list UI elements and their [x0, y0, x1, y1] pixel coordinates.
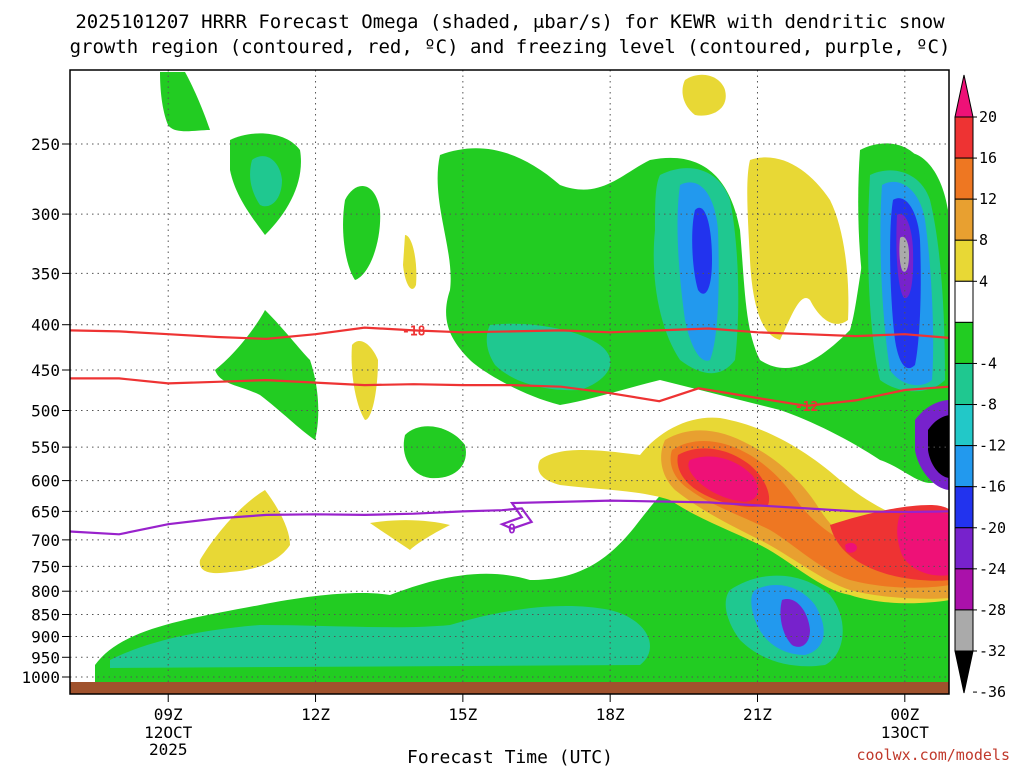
colorbar-top-triangle: [954, 74, 974, 118]
y-tick-label: 900: [31, 627, 60, 646]
chart-title-line-2: growth region (contoured, red, ºC) and f…: [70, 36, 951, 58]
x-tick-label: 21Z: [743, 705, 772, 724]
plot-frame: [69, 69, 950, 695]
y-axis: 250 300 350 400 450 500 550 600 650 700 750 800 850 9…: [21, 135, 70, 687]
colorbar-box: [954, 116, 974, 159]
y-tick-label: 550: [31, 438, 60, 457]
contour-label: -18: [402, 324, 426, 339]
y-tick-label: 400: [31, 316, 60, 335]
colorbar-box: [954, 321, 974, 364]
omega-region-green-550: [403, 426, 466, 479]
x-tick-label: 12Z: [301, 705, 330, 724]
colorbar-label: 8: [979, 231, 988, 249]
x-axis-label: Forecast Time (UTC): [407, 747, 613, 768]
colorbar-label: 20: [979, 108, 997, 126]
y-tick-label: 750: [31, 557, 60, 576]
x-tick-sublabel: 13OCT: [881, 723, 930, 742]
y-tick-label: 350: [31, 264, 60, 283]
colorbar-label: -8: [979, 396, 997, 414]
x-tick-label: 15Z: [448, 705, 477, 724]
colorbar-box: [954, 362, 974, 406]
colorbar-box: [954, 445, 974, 488]
omega-region-green-topleft: [160, 72, 210, 132]
omega-region-magenta-dot: [845, 542, 857, 553]
grid-lines: [70, 70, 949, 694]
y-tick-label: 600: [31, 472, 60, 491]
contour-line-0: [69, 499, 950, 536]
contour-label: -12: [795, 400, 818, 415]
colorbar-box: [954, 157, 974, 200]
omega-region-magenta-right: [897, 512, 949, 576]
colorbar-box: [954, 568, 974, 611]
chart-title-line-1: 2025101207 HRRR Forecast Omega (shaded, …: [75, 11, 945, 33]
omega-region-gray-right: [899, 236, 909, 272]
colorbar-box: [954, 239, 974, 282]
y-tick-label: 850: [31, 606, 60, 625]
y-tick-label: 800: [31, 582, 60, 601]
temperature-contours: -18 -12 0: [69, 324, 950, 538]
credit-link[interactable]: coolwx.com/models: [856, 746, 1010, 764]
omega-region-yellow-lowleft: [199, 490, 290, 574]
colorbar-label: -4: [979, 354, 997, 372]
omega-region-green-left: [215, 310, 319, 440]
colorbar-label: -16: [979, 478, 1006, 496]
omega-region-purple-low: [780, 599, 810, 647]
y-tick-label: 300: [31, 205, 60, 224]
colorbar-label: -28: [979, 601, 1006, 619]
y-tick-label: 450: [31, 361, 60, 380]
colorbar-label: -12: [979, 437, 1006, 455]
contour-line--12: [70, 377, 950, 408]
omega-region-yellow-450: [351, 340, 378, 420]
omega-region-teal-mid: [486, 323, 611, 391]
x-tick-label: 09Z: [154, 705, 183, 724]
omega-region-darkblue-upper: [692, 207, 712, 294]
omega-region-yellow-top: [682, 74, 726, 116]
colorbar-box: [954, 609, 974, 652]
omega-region-yellow-700: [370, 520, 450, 550]
omega-region-teal-col250: [250, 156, 282, 207]
colorbar-label: -32: [979, 642, 1006, 660]
x-tick-label: 18Z: [596, 705, 625, 724]
omega-region-teal-low: [110, 605, 650, 668]
colorbar-label: -24: [979, 560, 1006, 578]
colorbar-label: 16: [979, 149, 997, 167]
omega-region-yellow-upperright: [747, 157, 849, 340]
y-tick-label: 250: [31, 135, 60, 154]
contour-label: 0: [508, 523, 516, 538]
x-tick-sublabel: 12OCT: [144, 723, 193, 742]
colorbar-label: -36: [979, 683, 1006, 701]
omega-region-black: [928, 415, 949, 478]
omega-region-green-col300: [343, 186, 381, 280]
colorbar-box: [954, 280, 974, 323]
colorbar-box: [954, 486, 974, 529]
colorbar-label: -20: [979, 519, 1006, 537]
colorbar-bottom-triangle: [954, 650, 974, 694]
y-tick-label: 500: [31, 402, 60, 421]
omega-shading: [95, 72, 949, 690]
contour-line--18: [69, 326, 950, 341]
colorbar-box: [954, 527, 974, 570]
x-tick-sublabel: 2025: [149, 740, 188, 759]
omega-region-yellow-350: [403, 235, 417, 289]
colorbar: 20 16 12 8 4 -4 -8 -12 -16 -20 -24 -28 -32 -36: [954, 74, 1006, 701]
colorbar-box: [954, 404, 974, 447]
omega-region-green-rightlow: [900, 601, 949, 690]
y-tick-label: 700: [31, 531, 60, 550]
colorbar-label: 4: [979, 272, 988, 290]
ground-strip: [70, 682, 949, 694]
y-tick-label: 1000: [21, 668, 60, 687]
colorbar-box: [954, 198, 974, 241]
y-tick-label: 650: [31, 502, 60, 521]
x-tick-label: 00Z: [890, 705, 919, 724]
y-tick-label: 950: [31, 648, 60, 667]
colorbar-label: 12: [979, 190, 997, 208]
omega-region-magenta-warm: [688, 456, 759, 502]
